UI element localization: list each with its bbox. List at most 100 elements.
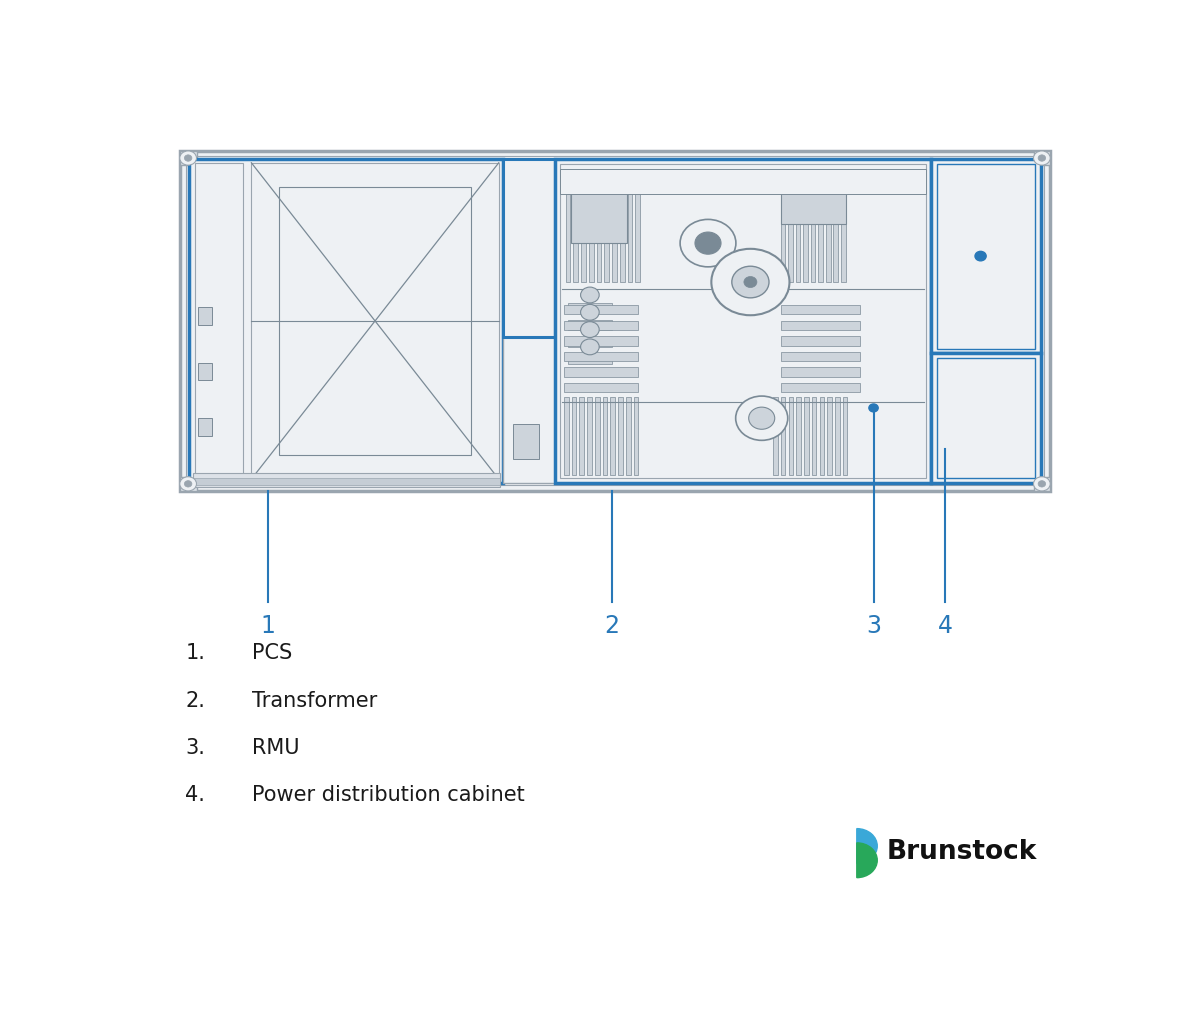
Bar [797,397,800,476]
Bar [587,397,592,476]
Bar [564,383,638,392]
Bar [580,397,584,476]
Text: 4: 4 [937,613,953,638]
Bar [937,358,1036,479]
Bar [602,397,607,476]
Bar [796,185,800,282]
Bar [504,159,554,483]
Bar [564,320,638,330]
Bar [193,472,499,487]
Bar [634,397,638,476]
Circle shape [976,252,986,261]
Bar [571,397,576,476]
Bar [564,351,638,362]
Bar [841,185,846,282]
Bar [788,185,793,282]
Circle shape [1033,151,1050,165]
Circle shape [1038,481,1045,487]
Circle shape [180,151,197,165]
Bar [780,383,859,392]
Bar [780,179,846,224]
Wedge shape [857,829,877,864]
Bar [574,185,578,282]
Bar [180,151,1050,491]
Circle shape [736,396,787,441]
Bar [504,159,554,337]
Bar [611,397,616,476]
Bar [811,185,816,282]
Bar [620,185,625,282]
Circle shape [180,477,197,491]
Bar [194,162,242,479]
Bar [180,477,197,491]
Circle shape [1038,155,1045,161]
Text: 4.: 4. [185,786,205,805]
Bar [595,397,600,476]
Bar [826,185,830,282]
Bar [636,185,640,282]
Bar [834,185,838,282]
Bar [931,353,1040,483]
Bar [564,397,569,476]
Bar [618,397,623,476]
Bar [1033,477,1050,491]
Bar [1033,151,1050,165]
Bar [568,354,612,365]
Bar [564,336,638,345]
Bar [198,363,212,380]
Bar [565,185,570,282]
Bar [596,185,601,282]
Bar [781,397,786,476]
Bar [581,185,586,282]
Bar [835,397,840,476]
Bar [780,320,859,330]
Text: Transformer: Transformer [252,690,378,711]
Bar [193,479,499,485]
Wedge shape [857,843,877,878]
Text: 1.: 1. [185,643,205,663]
Bar [937,163,1036,348]
Text: 1: 1 [260,613,276,638]
Bar [560,163,925,479]
Bar [780,351,859,362]
Bar [773,397,778,476]
Bar [251,162,499,479]
Bar [180,151,197,165]
Bar [628,185,632,282]
Bar [788,397,793,476]
Text: PCS: PCS [252,643,293,663]
Bar [568,303,612,312]
Circle shape [695,232,721,255]
Bar [512,424,539,459]
Circle shape [185,155,192,161]
Bar [811,397,816,476]
Text: 2: 2 [605,613,619,638]
Bar [803,185,808,282]
Bar [780,305,859,314]
Text: 3.: 3. [185,738,205,758]
Text: 2.: 2. [185,690,205,711]
Circle shape [744,276,757,288]
Bar [612,185,617,282]
Circle shape [732,266,769,298]
Circle shape [581,321,599,338]
Circle shape [185,481,192,487]
Bar [842,397,847,476]
Circle shape [680,220,736,267]
Bar [780,368,859,377]
Text: Power distribution cabinet: Power distribution cabinet [252,786,526,805]
Circle shape [581,339,599,354]
Bar [931,159,1040,483]
Bar [780,336,859,345]
Circle shape [712,249,790,315]
Circle shape [1033,477,1050,491]
Bar [198,418,212,435]
Text: RMU: RMU [252,738,300,758]
Bar [589,185,594,282]
Bar [804,397,809,476]
Bar [827,397,832,476]
Bar [198,307,212,325]
Bar [186,156,1044,486]
Text: Brunstock: Brunstock [887,839,1037,866]
Text: 3: 3 [866,613,881,638]
